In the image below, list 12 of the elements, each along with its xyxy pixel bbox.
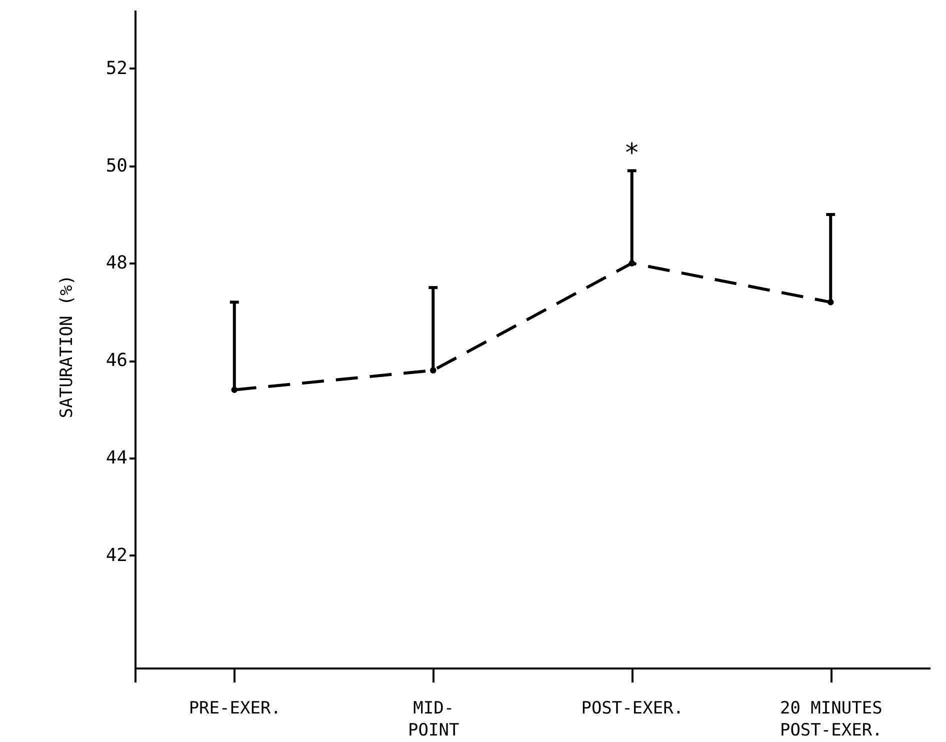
x-tick-label: 20 MINUTES POST-EXER.: [780, 698, 882, 740]
x-tick-label: MID- POINT: [408, 698, 460, 740]
y-tick-label: 44: [106, 448, 128, 468]
y-tick-label: 52: [106, 58, 128, 79]
y-tick-label: 50: [106, 155, 128, 176]
y-tick-label: 42: [106, 544, 128, 566]
x-tick-label: PRE-EXER.: [188, 698, 281, 718]
y-axis-title: SATURATION (%): [56, 274, 77, 418]
y-tick-label: 46: [106, 350, 128, 372]
y-tick-label: 48: [106, 252, 128, 274]
x-tick-label: POST-EXER.: [581, 698, 684, 718]
annotation: *: [624, 138, 640, 169]
